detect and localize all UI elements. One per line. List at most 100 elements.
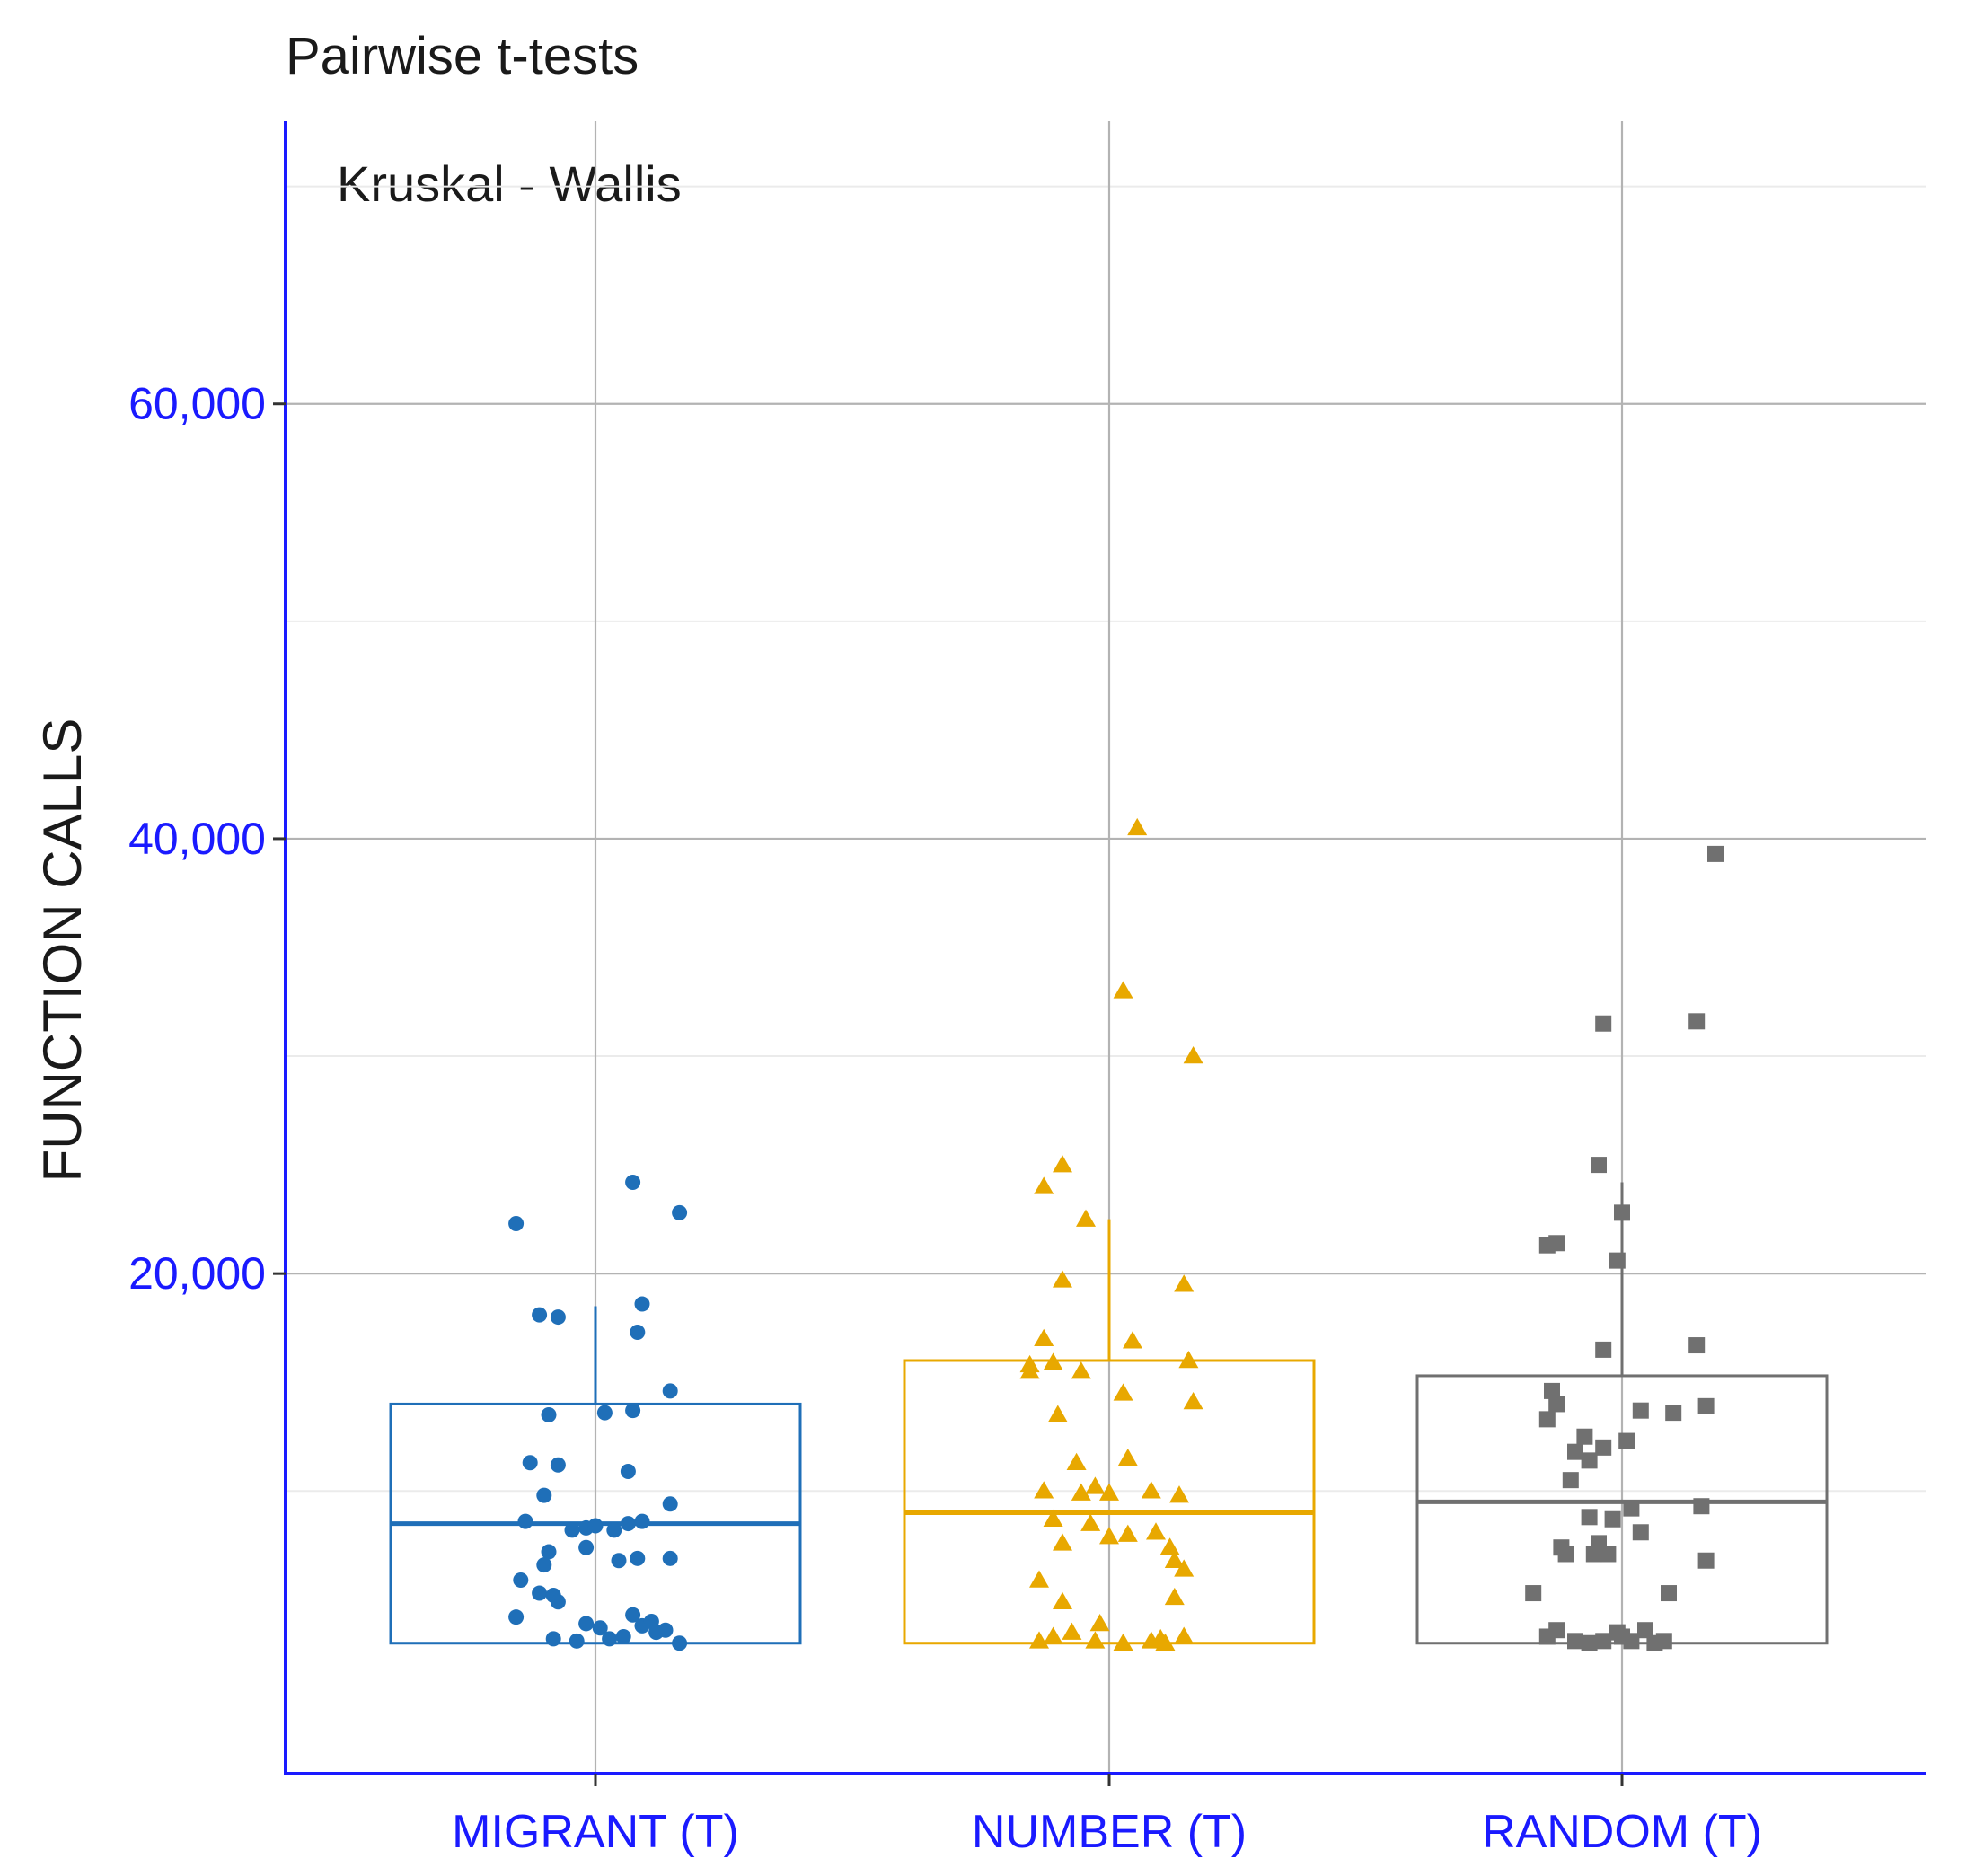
data-point xyxy=(1117,1448,1138,1466)
data-point xyxy=(1146,1522,1166,1540)
data-point xyxy=(1174,1626,1195,1644)
data-point xyxy=(1697,1552,1715,1569)
data-point xyxy=(1047,1405,1068,1422)
data-point xyxy=(1567,1443,1583,1460)
x-tick-label: RANDOM (T) xyxy=(1482,1806,1762,1858)
data-point xyxy=(1562,1472,1579,1489)
data-point xyxy=(1595,1015,1612,1032)
points-2 xyxy=(1019,817,1203,1651)
data-point xyxy=(1123,1331,1142,1349)
data-point xyxy=(1591,1157,1607,1174)
data-point xyxy=(662,1383,678,1399)
points-1 xyxy=(508,1174,688,1651)
data-point xyxy=(1164,1550,1185,1568)
data-point xyxy=(1174,1274,1195,1292)
data-point xyxy=(1071,1483,1091,1501)
data-point xyxy=(1029,1631,1049,1649)
data-point xyxy=(1113,1633,1133,1651)
y-tick-label: 20,000 xyxy=(128,1248,266,1299)
data-point xyxy=(1071,1361,1091,1379)
data-point xyxy=(1062,1622,1082,1640)
data-point xyxy=(1688,1013,1706,1030)
data-point xyxy=(625,1403,641,1419)
data-point xyxy=(1053,1155,1072,1173)
data-point xyxy=(620,1463,636,1479)
data-point xyxy=(1053,1270,1072,1288)
data-point xyxy=(1688,1337,1706,1354)
data-point xyxy=(1623,1633,1640,1650)
data-point xyxy=(578,1616,595,1632)
data-point xyxy=(1043,1626,1063,1644)
x-tick-label: NUMBER (T) xyxy=(972,1806,1247,1858)
data-point xyxy=(536,1557,552,1573)
data-point xyxy=(1548,1396,1565,1413)
x-tick-label: MIGRANT (T) xyxy=(452,1806,739,1858)
data-point xyxy=(550,1309,566,1326)
data-point xyxy=(596,1405,613,1421)
data-point xyxy=(1707,845,1724,862)
data-point xyxy=(1632,1402,1649,1419)
data-point xyxy=(1043,1509,1063,1527)
data-point xyxy=(513,1572,529,1589)
box-2 xyxy=(903,1219,1316,1645)
data-point xyxy=(1693,1498,1710,1515)
y-tick-label: 40,000 xyxy=(128,814,266,864)
data-point xyxy=(564,1522,580,1538)
data-point xyxy=(1595,1633,1612,1650)
data-point xyxy=(1581,1509,1598,1526)
data-point xyxy=(541,1544,557,1560)
data-point xyxy=(1169,1485,1189,1503)
data-point xyxy=(545,1631,561,1647)
data-point xyxy=(1113,981,1133,999)
data-point xyxy=(1595,1439,1612,1456)
y-tick-label: 60,000 xyxy=(128,379,266,429)
data-point xyxy=(1029,1570,1049,1588)
data-point xyxy=(1174,1559,1195,1577)
data-point xyxy=(1581,1634,1598,1651)
box-iqr xyxy=(903,1359,1316,1645)
data-point xyxy=(532,1307,548,1323)
data-point xyxy=(550,1594,566,1610)
data-point xyxy=(672,1635,688,1651)
data-point xyxy=(1053,1591,1072,1609)
data-point xyxy=(1089,1613,1110,1632)
data-point xyxy=(662,1496,678,1512)
data-point xyxy=(1609,1252,1626,1269)
axes: 20,000 40,000 60,000 MIGRANT (T) NUMBER (T) R… xyxy=(128,121,1926,1858)
data-point xyxy=(630,1550,646,1566)
data-point xyxy=(1183,1046,1203,1064)
data-point xyxy=(1544,1382,1560,1399)
data-point xyxy=(1085,1476,1106,1494)
data-point xyxy=(1080,1513,1101,1531)
data-point xyxy=(1019,1361,1040,1379)
data-point xyxy=(508,1215,525,1231)
data-point xyxy=(1034,1328,1054,1347)
points-3 xyxy=(1525,845,1724,1651)
data-point xyxy=(611,1553,627,1569)
data-point xyxy=(1614,1204,1630,1221)
data-points xyxy=(508,817,1724,1651)
data-point xyxy=(662,1550,678,1566)
data-point xyxy=(1538,1411,1556,1428)
data-point xyxy=(536,1487,552,1503)
data-point xyxy=(1557,1546,1574,1563)
data-point xyxy=(1646,1634,1663,1651)
box-1 xyxy=(389,1306,802,1645)
data-point xyxy=(522,1455,538,1471)
data-point xyxy=(672,1204,688,1220)
data-point xyxy=(1604,1510,1621,1528)
data-point xyxy=(1623,1500,1640,1517)
data-point xyxy=(550,1457,566,1473)
data-point xyxy=(606,1522,622,1538)
data-point xyxy=(634,1296,650,1312)
data-point xyxy=(1618,1432,1635,1449)
data-point xyxy=(1548,1235,1565,1252)
data-point xyxy=(1576,1428,1593,1445)
y-axis-label: FUNCTION CALLS xyxy=(32,718,93,1183)
box-iqr xyxy=(1415,1374,1829,1645)
data-point xyxy=(1034,1176,1054,1194)
data-point xyxy=(1066,1452,1087,1471)
data-point xyxy=(592,1620,608,1636)
data-point xyxy=(1661,1585,1677,1602)
